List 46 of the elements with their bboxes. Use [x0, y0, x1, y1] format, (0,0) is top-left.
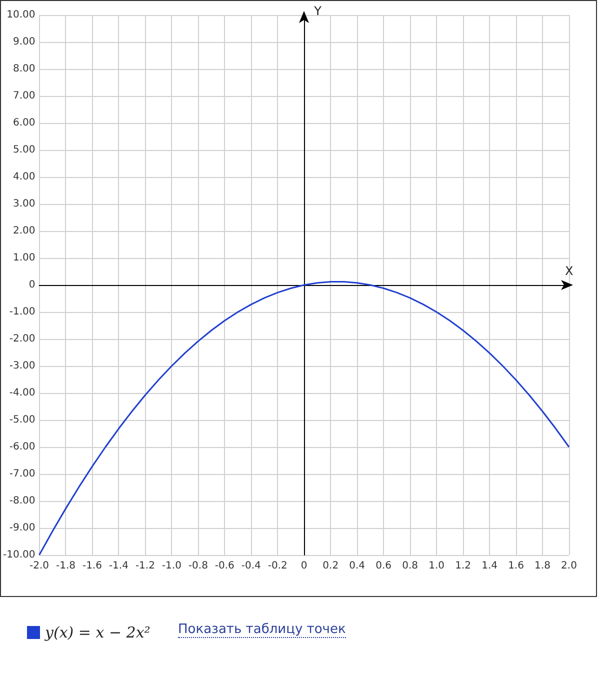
y-tick-label: -1.00	[9, 306, 36, 318]
x-tick-label: -1.4	[108, 560, 128, 572]
legend-label: y(x) = x − 2x²	[44, 624, 150, 642]
x-tick-label: 0.8	[402, 560, 418, 572]
x-tick-label: 1.6	[508, 560, 524, 572]
x-tick-label: -0.8	[188, 560, 208, 572]
x-tick-label: 0.2	[322, 560, 339, 572]
y-axis-title: Y	[313, 4, 322, 18]
y-tick-label: -5.00	[9, 414, 36, 426]
y-tick-label: 0	[28, 280, 36, 290]
x-tick-label: -0.2	[268, 560, 288, 572]
x-tick-label: 0.6	[376, 560, 392, 572]
y-tick-label: 2.00	[12, 226, 36, 236]
y-tick-label: -3.00	[9, 360, 36, 372]
y-tick-label: 3.00	[12, 198, 36, 210]
y-tick-label: -2.00	[9, 334, 36, 344]
x-tick-label: 1.8	[534, 560, 550, 572]
x-tick-label: 1.2	[455, 560, 471, 572]
text: Показать таблицу точек	[178, 622, 346, 638]
y-tick-label: -4.00	[9, 388, 36, 398]
y-tick-label: -10.00	[2, 550, 36, 560]
y-tick-label: 7.00	[12, 90, 36, 102]
x-tick-label: -1.6	[82, 560, 102, 572]
y-tick-label: 1.00	[12, 252, 36, 264]
y-tick-label: 10.00	[6, 10, 36, 20]
y-tick-label: -6.00	[9, 442, 36, 452]
x-tick-label: -2.0	[29, 560, 49, 572]
y-tick-label: -7.00	[9, 468, 36, 480]
x-tick-label: -1.0	[162, 560, 182, 572]
x-tick-label: 0	[300, 560, 308, 572]
x-tick-label: 0.4	[349, 560, 366, 572]
y-tick-label: -9.00	[9, 522, 36, 534]
y-tick-label: -8.00	[9, 496, 36, 506]
y-tick-label: 8.00	[12, 64, 36, 74]
x-tick-label: -0.6	[214, 560, 234, 572]
y-tick-label: 4.00	[12, 172, 36, 182]
x-tick-label: 1.4	[482, 560, 498, 572]
x-tick-label: -1.8	[56, 560, 76, 572]
y-tick-label: 5.00	[12, 144, 36, 156]
x-axis-title: X	[565, 264, 574, 278]
x-tick-label: -1.2	[135, 560, 155, 572]
x-tick-label: 1.0	[428, 560, 445, 572]
x-tick-label: 2.0	[561, 560, 577, 572]
y-tick-label: 6.00	[12, 118, 36, 128]
y-tick-label: 9.00	[12, 36, 36, 48]
x-tick-label: -0.4	[241, 560, 261, 572]
